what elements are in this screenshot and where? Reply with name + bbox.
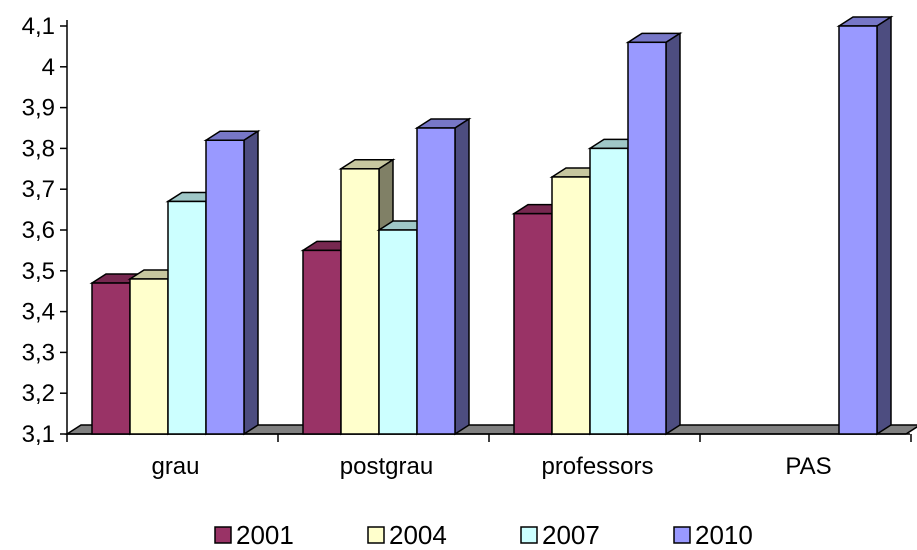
legend-swatch bbox=[673, 526, 691, 544]
bars bbox=[89, 15, 894, 436]
bar-2010-postgrau bbox=[414, 117, 472, 436]
bar-front bbox=[416, 127, 456, 435]
y-tick-label: 4,1 bbox=[22, 13, 55, 40]
y-tick-label: 3,5 bbox=[22, 258, 55, 285]
y-tick-label: 3,7 bbox=[22, 176, 55, 203]
legend-swatch bbox=[214, 526, 232, 544]
category-label-professors: professors bbox=[541, 453, 653, 480]
bar-front bbox=[551, 176, 591, 435]
bar-front bbox=[513, 212, 553, 435]
y-tick-label: 3,3 bbox=[22, 339, 55, 366]
x-axis-labels: grau postgrau professors PAS bbox=[151, 453, 831, 480]
category-label-grau: grau bbox=[151, 453, 199, 480]
bar-front bbox=[91, 282, 131, 435]
bar-front bbox=[378, 229, 418, 435]
legend-item-2001: 2001 bbox=[214, 520, 294, 550]
bar-front bbox=[340, 168, 380, 435]
bar-front bbox=[838, 25, 878, 435]
y-tick-label: 3,2 bbox=[22, 380, 55, 407]
legend-label: 2007 bbox=[542, 520, 600, 550]
bar-front bbox=[302, 249, 342, 435]
legend-swatch bbox=[367, 526, 385, 544]
bar-2010-professors bbox=[625, 31, 683, 436]
y-tick-label: 3,1 bbox=[22, 421, 55, 448]
legend-label: 2001 bbox=[236, 520, 294, 550]
bar-front bbox=[167, 200, 207, 435]
bar-front bbox=[627, 41, 667, 435]
y-tick-label: 3,4 bbox=[22, 299, 55, 326]
category-label-postgrau: postgrau bbox=[340, 453, 433, 480]
y-tick-label: 3,6 bbox=[22, 217, 55, 244]
legend-item-2010: 2010 bbox=[673, 520, 753, 550]
legend-swatch bbox=[520, 526, 538, 544]
bar-2010-grau bbox=[203, 129, 261, 436]
bar-front bbox=[205, 139, 245, 435]
y-axis: 3,1 3,2 3,3 3,4 3,5 3,6 3,7 3,8 3,9 4 4,1 bbox=[22, 13, 68, 448]
y-tick-label: 3,8 bbox=[22, 135, 55, 162]
bar-2010-PAS bbox=[836, 15, 894, 436]
legend-item-2007: 2007 bbox=[520, 520, 600, 550]
bar-side bbox=[243, 129, 259, 436]
y-tick-label: 3,9 bbox=[22, 95, 55, 122]
category-label-PAS: PAS bbox=[785, 453, 831, 480]
bar-front bbox=[129, 278, 169, 435]
legend: 2001 2004 2007 2010 bbox=[214, 520, 753, 550]
y-tick-label: 4 bbox=[42, 54, 55, 81]
bar-side bbox=[665, 31, 681, 436]
legend-label: 2004 bbox=[389, 520, 447, 550]
legend-label: 2010 bbox=[695, 520, 753, 550]
bar-side bbox=[454, 117, 470, 436]
bar-side bbox=[876, 15, 892, 436]
legend-item-2004: 2004 bbox=[367, 520, 447, 550]
bar-front bbox=[589, 147, 629, 435]
